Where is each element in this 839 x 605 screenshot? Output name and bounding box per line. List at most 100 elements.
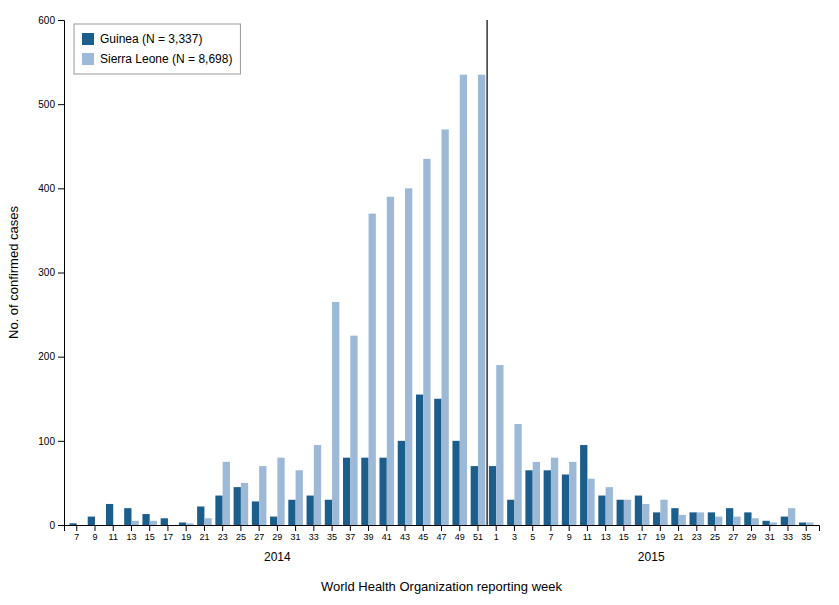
x-tick: 15 — [619, 525, 629, 542]
bar — [799, 522, 806, 525]
x-tick-mark — [569, 525, 570, 531]
bar — [770, 522, 777, 525]
bar — [343, 458, 350, 525]
x-tick-label: 9 — [567, 532, 572, 542]
y-tick: 200 — [38, 351, 64, 362]
x-tick-mark — [715, 525, 716, 531]
x-tick-label: 45 — [418, 532, 428, 542]
x-tick-mark — [642, 525, 643, 531]
x-tick: 15 — [145, 525, 155, 542]
x-tick-label: 5 — [530, 532, 535, 542]
x-tick: 21 — [199, 525, 209, 542]
bar — [325, 500, 332, 525]
x-tick-label: 3 — [512, 532, 517, 542]
x-tick-label: 19 — [181, 532, 191, 542]
x-tick-label: 37 — [345, 532, 355, 542]
x-tick-mark — [240, 525, 241, 531]
year-separator — [486, 20, 487, 525]
x-tick-label: 41 — [382, 532, 392, 542]
x-tick: 49 — [455, 525, 465, 542]
year-label: 2014 — [264, 550, 291, 564]
bar — [514, 424, 521, 525]
x-tick-mark — [332, 525, 333, 531]
bar — [496, 365, 503, 525]
bar — [624, 500, 631, 525]
x-tick-label: 47 — [436, 532, 446, 542]
x-tick-label: 15 — [145, 532, 155, 542]
bar — [131, 521, 138, 525]
legend-swatch — [82, 53, 94, 65]
x-tick-mark — [313, 525, 314, 531]
chart: 0100200300400500600791113151719212325272… — [0, 0, 839, 605]
x-tick-label: 51 — [473, 532, 483, 542]
x-tick-mark — [423, 525, 424, 531]
legend-item: Guinea (N = 3,337) — [82, 32, 202, 46]
x-tick-label: 11 — [583, 532, 592, 542]
x-tick-mark — [131, 525, 132, 531]
bar — [405, 188, 412, 525]
bar — [452, 441, 459, 525]
bar — [277, 458, 284, 525]
x-tick: 11 — [583, 525, 592, 542]
bar — [106, 504, 113, 525]
x-tick-label: 49 — [455, 532, 465, 542]
x-tick: 19 — [655, 525, 665, 542]
x-tick: 37 — [345, 525, 355, 542]
bar — [671, 508, 678, 525]
bar — [507, 500, 514, 525]
x-tick-mark — [459, 525, 460, 531]
x-tick-label: 7 — [74, 532, 79, 542]
bar — [113, 525, 120, 526]
legend-label: Sierra Leone (N = 8,698) — [100, 52, 232, 66]
x-tick: 7 — [74, 525, 79, 542]
y-tick: 0 — [49, 520, 64, 531]
y-tick: 400 — [38, 183, 64, 194]
bar — [551, 458, 558, 525]
bar — [215, 496, 222, 525]
x-tick-mark — [678, 525, 679, 531]
bar — [606, 487, 613, 525]
x-axis: 7911131517192123252729313335373941434547… — [65, 525, 820, 542]
legend-label: Guinea (N = 3,337) — [100, 32, 202, 46]
bar — [806, 522, 813, 525]
x-tick-label: 29 — [747, 532, 757, 542]
bar — [752, 518, 759, 525]
bar — [642, 504, 649, 525]
x-tick: 3 — [512, 525, 517, 542]
bar — [379, 458, 386, 525]
x-tick-mark — [532, 525, 533, 531]
bar — [569, 462, 576, 525]
x-tick-mark — [405, 525, 406, 531]
x-tick: 27 — [254, 525, 264, 542]
x-tick: 27 — [728, 525, 738, 542]
bar — [690, 512, 697, 525]
x-tick: 17 — [163, 525, 173, 542]
series-bars — [69, 395, 806, 525]
bar — [161, 518, 168, 525]
bar — [635, 496, 642, 525]
x-tick-mark — [186, 525, 187, 531]
x-tick-mark — [496, 525, 497, 531]
year-label: 2015 — [638, 550, 665, 564]
x-tick: 45 — [418, 525, 428, 542]
x-tick: 1 — [494, 525, 499, 542]
x-tick: 19 — [181, 525, 191, 542]
x-tick-label: 25 — [710, 532, 720, 542]
bar — [296, 470, 303, 525]
x-tick-label: 31 — [291, 532, 301, 542]
x-tick-mark — [350, 525, 351, 531]
y-tick: 100 — [38, 436, 64, 447]
x-tick: 29 — [747, 525, 757, 542]
bar — [332, 302, 339, 525]
x-tick: 23 — [218, 525, 228, 542]
bar — [715, 517, 722, 525]
bar — [471, 466, 478, 525]
x-tick-mark — [277, 525, 278, 531]
x-tick: 51 — [473, 525, 483, 542]
bar — [434, 399, 441, 525]
y-axis: 0100200300400500600 — [38, 15, 64, 531]
bar — [124, 508, 131, 525]
y-tick-mark — [58, 357, 64, 358]
y-axis-line — [58, 21, 65, 526]
bar — [744, 512, 751, 525]
